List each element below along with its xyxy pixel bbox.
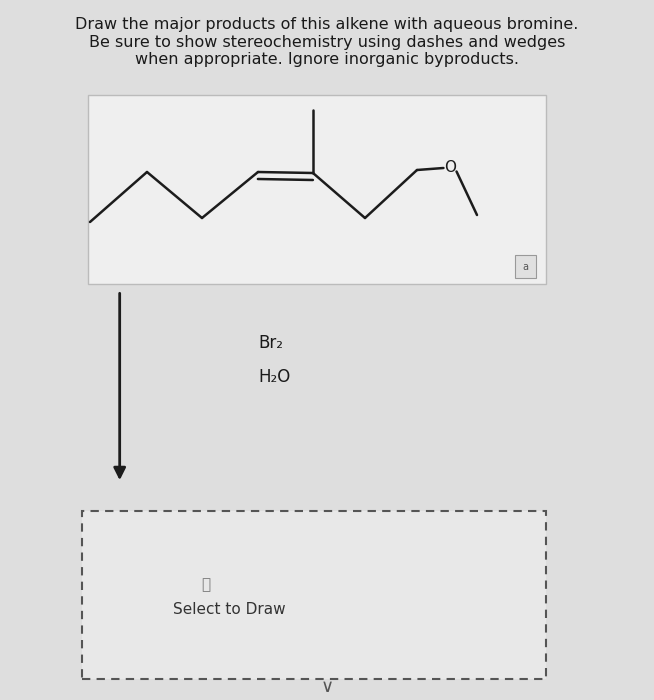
Bar <box>88 94 546 284</box>
Bar <box>515 256 536 278</box>
Text: Select to Draw: Select to Draw <box>173 601 285 617</box>
Text: a: a <box>523 262 528 272</box>
Text: 👆: 👆 <box>201 577 211 592</box>
Text: H₂O: H₂O <box>258 368 290 386</box>
Text: when appropriate. Ignore inorganic byproducts.: when appropriate. Ignore inorganic bypro… <box>135 52 519 67</box>
Text: O: O <box>444 160 456 176</box>
Text: Draw the major products of this alkene with aqueous bromine.: Draw the major products of this alkene w… <box>75 17 579 32</box>
Text: ∨: ∨ <box>320 678 334 696</box>
Bar <box>82 511 546 679</box>
Text: Br₂: Br₂ <box>258 334 283 352</box>
Text: Be sure to show stereochemistry using dashes and wedges: Be sure to show stereochemistry using da… <box>89 34 565 50</box>
